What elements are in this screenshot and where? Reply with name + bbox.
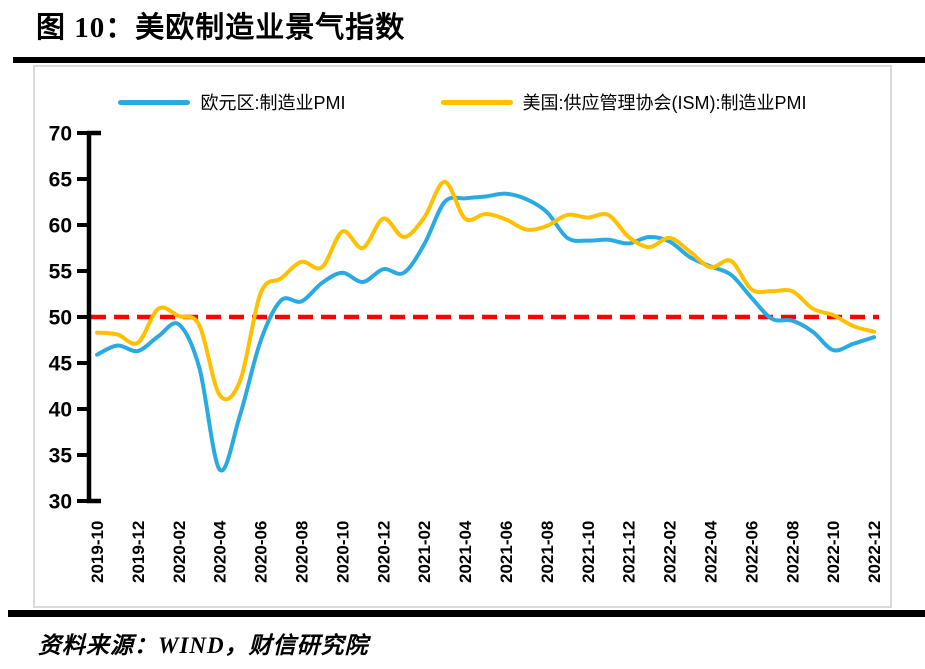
us-ism-pmi-line — [95, 179, 877, 402]
x-axis-tick-label: 2021-06 — [497, 521, 516, 583]
x-axis-tick-label: 2022-10 — [824, 521, 843, 583]
y-axis-tick-label: 30 — [49, 491, 72, 514]
y-axis-tick-label: 45 — [49, 353, 73, 376]
legend-label-eurozone: 欧元区:制造业PMI — [200, 93, 346, 113]
title-divider — [13, 57, 925, 63]
x-axis-tick-label: 2021-10 — [579, 521, 598, 583]
x-axis-tick-label: 2020-12 — [374, 521, 393, 583]
x-axis-tick-label: 2021-08 — [538, 521, 557, 583]
x-axis-tick-label: 2020-02 — [170, 521, 189, 583]
legend-item-eurozone: 欧元区:制造业PMI — [118, 89, 346, 115]
eurozone-line-swatch — [118, 99, 191, 105]
source-note: 资料来源：WIND，财信研究院 — [38, 633, 369, 658]
x-axis-tick-label: 2021-04 — [456, 520, 475, 583]
y-axis-tick-label: 50 — [49, 307, 72, 330]
x-axis-tick-label: 2022-04 — [702, 520, 721, 583]
y-axis-tick-label: 60 — [49, 215, 72, 238]
y-axis-tick-label: 40 — [49, 399, 72, 422]
chart-legend: 欧元区:制造业PMI 美国:供应管理协会(ISM):制造业PMI — [35, 89, 890, 115]
x-axis-tick-label: 2022-12 — [865, 521, 884, 583]
y-axis-tick-label: 55 — [49, 261, 73, 284]
x-axis-tick-label: 2022-02 — [661, 521, 680, 583]
x-axis-tick-label: 2020-10 — [333, 521, 352, 583]
y-axis-tick-label: 70 — [49, 123, 72, 146]
chart-panel: 30 35 40 45 50 55 60 65 70 2019-10 2019-12 2020-02 2… — [33, 65, 892, 608]
eurozone-pmi-line — [95, 191, 877, 473]
x-axis-tick-label: 2019-12 — [129, 521, 148, 583]
bottom-divider — [8, 610, 925, 617]
x-axis-tick-label: 2021-02 — [415, 521, 434, 583]
x-axis-tick-label: 2020-04 — [211, 520, 230, 583]
y-axis-tick-label: 65 — [49, 169, 73, 192]
legend-item-us-ism: 美国:供应管理协会(ISM):制造业PMI — [440, 89, 807, 115]
figure-title: 图 10：美欧制造业景气指数 — [36, 12, 406, 44]
x-axis-tick-label: 2019-10 — [88, 521, 107, 583]
us-ism-line-swatch — [440, 99, 513, 105]
x-axis-tick-label: 2020-06 — [252, 521, 271, 583]
y-axis-tick-label: 35 — [49, 445, 73, 468]
x-axis-tick-label: 2022-08 — [783, 521, 802, 583]
x-axis-tick-label: 2021-12 — [620, 521, 639, 583]
x-axis-tick-label: 2020-08 — [293, 521, 312, 583]
legend-label-us-ism: 美国:供应管理协会(ISM):制造业PMI — [522, 93, 807, 113]
x-axis-tick-label: 2022-06 — [742, 521, 761, 583]
chart-svg: 30 35 40 45 50 55 60 65 70 2019-10 2019-12 2020-02 2… — [49, 123, 884, 584]
